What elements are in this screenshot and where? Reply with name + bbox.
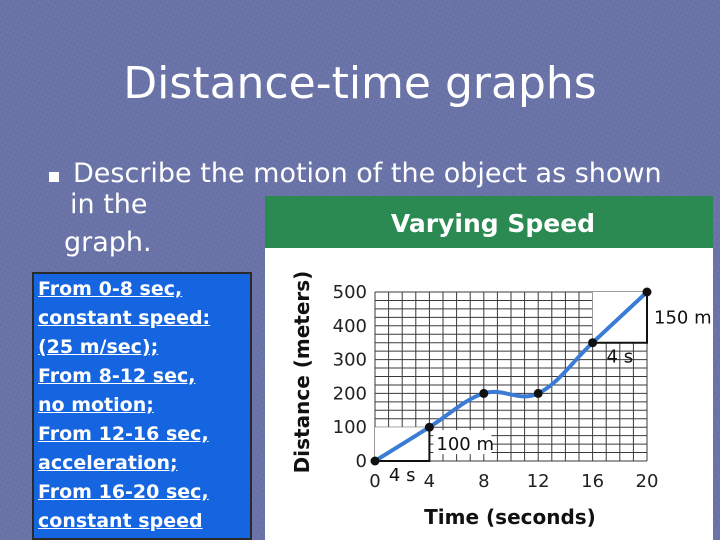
y-axis-label: Distance (meters) xyxy=(290,271,314,474)
data-point xyxy=(479,388,489,398)
y-tick-label: 300 xyxy=(333,350,367,371)
answer-line: constant speed: xyxy=(38,307,211,329)
data-point xyxy=(642,287,652,297)
y-tick-label: 500 xyxy=(333,282,367,303)
annotation-run-label: 4 s xyxy=(389,465,416,486)
annotation-triangle xyxy=(592,292,648,344)
data-point xyxy=(424,422,434,432)
answer-line: no motion; xyxy=(38,394,154,416)
y-tick-label: 100 xyxy=(333,417,367,438)
chart-header xyxy=(265,196,713,248)
annotation-run-label: 4 s xyxy=(607,347,634,368)
bullet-marker xyxy=(49,172,59,182)
answer-line: From 8-12 sec, xyxy=(38,365,196,387)
annotation-label-backdrop xyxy=(651,303,709,328)
x-tick-label: 0 xyxy=(369,471,380,492)
answer-line: acceleration; xyxy=(38,452,178,474)
annotation-rise-label: 100 m xyxy=(436,434,494,455)
data-point xyxy=(370,456,380,466)
answer-box: From 0-8 sec, constant speed: (25 m/sec)… xyxy=(32,272,252,540)
distance-time-chart: Varying Speed Distance (meters) Time (se… xyxy=(290,209,712,529)
bullet-text-line: in the xyxy=(70,189,148,220)
x-axis-label: Time (seconds) xyxy=(424,505,596,529)
x-tick-label: 20 xyxy=(636,471,659,492)
chart-panel: Varying Speed Distance (meters) Time (se… xyxy=(265,196,713,540)
annotation-label-backdrop xyxy=(433,430,492,455)
series-line xyxy=(373,290,649,463)
slide-title: Distance-time graphs xyxy=(123,58,597,109)
y-tick-label: 0 xyxy=(356,451,367,472)
answer-line: From 16-20 sec, xyxy=(38,481,209,503)
answer-line: (25 m/sec); xyxy=(38,336,159,358)
bullet-text-line: Describe the motion of the object as sho… xyxy=(73,158,662,189)
y-tick-label: 200 xyxy=(333,383,367,404)
x-tick-label: 16 xyxy=(581,471,604,492)
bullet-text-line: graph. xyxy=(64,227,152,258)
answer-line: From 0-8 sec, xyxy=(38,278,183,300)
answer-line: constant speed xyxy=(38,510,203,532)
chart-title: Varying Speed xyxy=(391,209,595,238)
answer-line: From 12-16 sec, xyxy=(38,423,209,445)
annotation-triangle xyxy=(375,427,431,462)
data-point xyxy=(588,338,598,348)
x-tick-label: 12 xyxy=(527,471,550,492)
y-tick-label: 400 xyxy=(333,316,367,337)
annotation-rise-label: 150 m xyxy=(654,307,712,328)
data-point xyxy=(533,388,543,398)
x-tick-label: 4 xyxy=(424,471,435,492)
x-tick-label: 8 xyxy=(478,471,489,492)
